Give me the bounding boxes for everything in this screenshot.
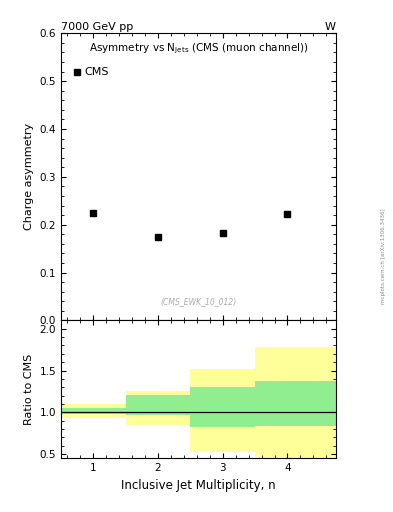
Y-axis label: Charge asymmetry: Charge asymmetry [24, 123, 34, 230]
Text: mcplots.cern.ch [arXiv:1306.3436]: mcplots.cern.ch [arXiv:1306.3436] [381, 208, 386, 304]
Y-axis label: Ratio to CMS: Ratio to CMS [24, 354, 34, 425]
Text: W: W [325, 22, 336, 32]
Text: CMS: CMS [85, 67, 109, 77]
Text: (CMS_EWK_10_012): (CMS_EWK_10_012) [160, 297, 237, 306]
Text: Asymmetry vs N$_\mathregular{jets}$ (CMS (muon channel)): Asymmetry vs N$_\mathregular{jets}$ (CMS… [88, 42, 309, 56]
Text: 7000 GeV pp: 7000 GeV pp [61, 22, 133, 32]
X-axis label: Inclusive Jet Multiplicity, n: Inclusive Jet Multiplicity, n [121, 479, 276, 492]
